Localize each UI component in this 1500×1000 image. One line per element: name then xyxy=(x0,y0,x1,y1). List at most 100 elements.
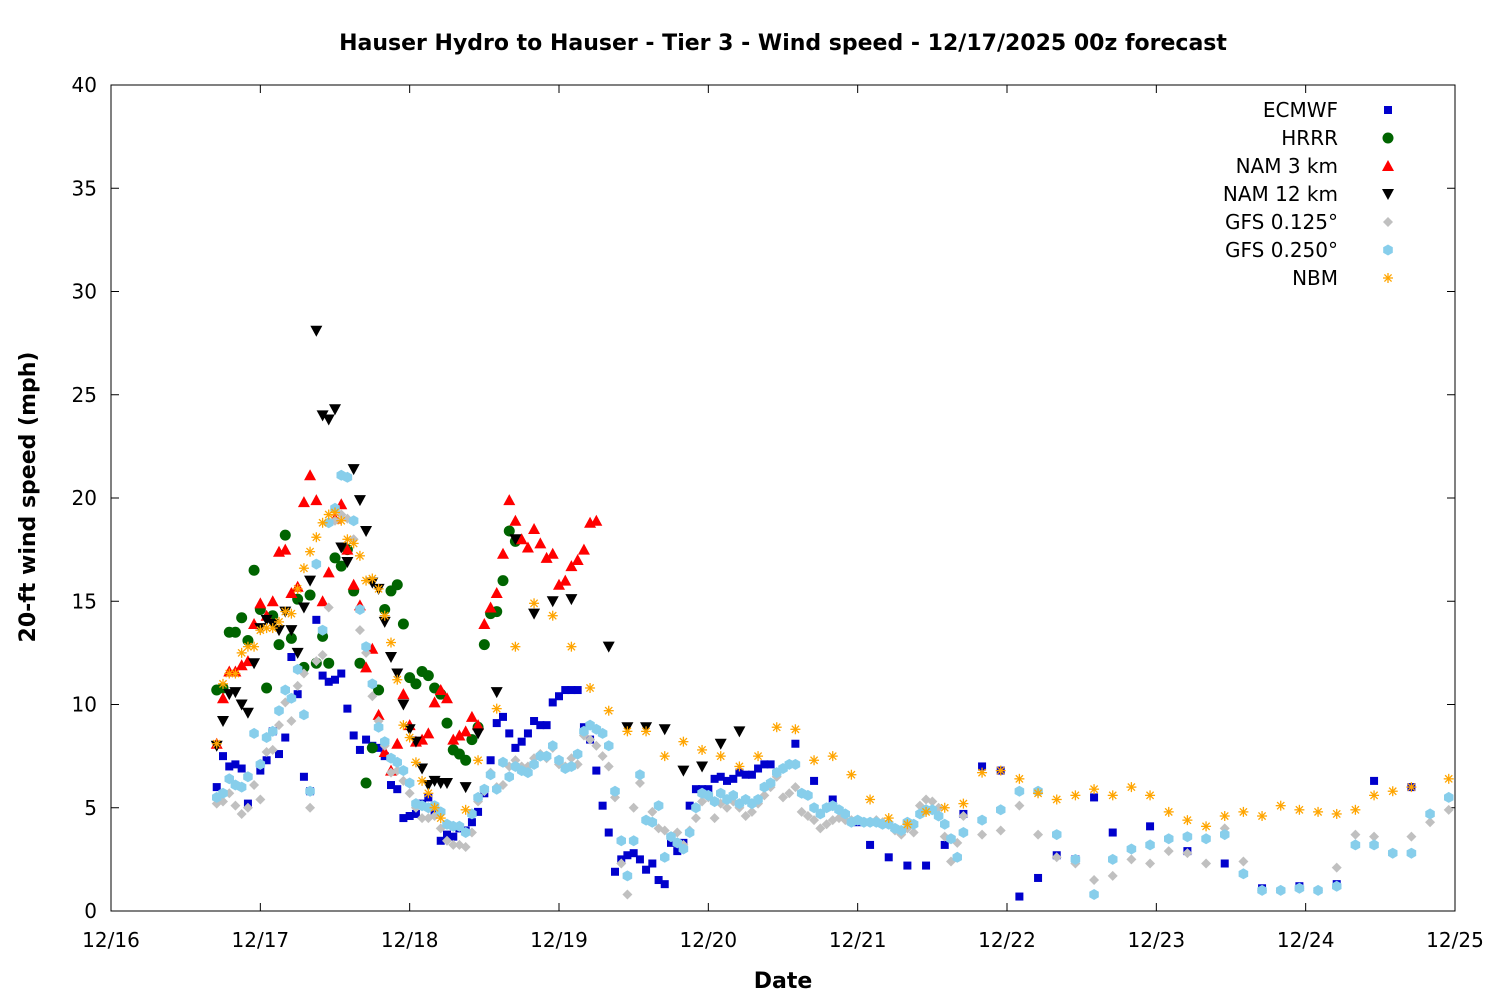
data-point xyxy=(304,575,317,587)
data-point xyxy=(561,686,570,695)
data-point xyxy=(790,724,801,735)
legend-marker xyxy=(1383,273,1393,283)
data-point xyxy=(231,760,240,769)
data-point xyxy=(791,739,800,748)
data-point xyxy=(323,602,334,613)
data-point xyxy=(398,765,409,777)
data-point xyxy=(268,725,278,737)
data-point xyxy=(741,770,750,779)
data-point xyxy=(1201,833,1211,845)
data-point xyxy=(722,802,732,813)
data-point xyxy=(299,772,308,781)
data-point xyxy=(1089,889,1099,900)
data-point xyxy=(1014,800,1025,811)
y-tick-label: 35 xyxy=(72,176,97,200)
data-point xyxy=(429,802,440,813)
data-point xyxy=(1369,831,1380,842)
data-point xyxy=(248,658,261,670)
data-point xyxy=(422,780,435,792)
data-point xyxy=(374,743,383,752)
data-point xyxy=(280,684,290,696)
data-point xyxy=(540,551,553,563)
data-point xyxy=(299,709,309,721)
data-point xyxy=(343,704,352,713)
chart-title: Hauser Hydro to Hauser - Tier 3 - Wind s… xyxy=(339,31,1227,56)
data-point xyxy=(397,618,409,630)
data-point xyxy=(317,517,328,528)
data-point xyxy=(478,639,490,651)
data-point xyxy=(236,647,247,658)
data-point xyxy=(747,770,756,779)
data-point xyxy=(927,796,938,807)
data-point xyxy=(249,641,260,652)
data-point xyxy=(553,578,565,590)
data-point xyxy=(648,859,657,868)
data-point xyxy=(378,745,391,757)
data-point xyxy=(809,815,820,826)
data-point xyxy=(316,595,329,607)
data-point xyxy=(996,804,1006,816)
data-point xyxy=(1313,884,1323,896)
data-point xyxy=(285,586,298,598)
data-point xyxy=(610,785,620,797)
data-point xyxy=(287,653,296,662)
data-point xyxy=(230,800,241,811)
data-point xyxy=(235,659,248,671)
data-point xyxy=(219,752,227,761)
data-point xyxy=(286,716,297,727)
data-point xyxy=(436,806,446,818)
data-point xyxy=(846,769,857,780)
data-point xyxy=(466,734,478,746)
data-point xyxy=(409,736,422,748)
data-point xyxy=(279,529,291,541)
data-point xyxy=(735,768,744,777)
data-point xyxy=(417,775,428,786)
data-point xyxy=(472,728,485,740)
data-point xyxy=(623,851,632,860)
x-tick-label: 12/16 xyxy=(82,928,140,952)
data-point xyxy=(1145,839,1155,851)
data-point xyxy=(236,612,248,624)
data-point xyxy=(504,771,514,783)
data-point xyxy=(940,818,950,830)
data-point xyxy=(1331,808,1342,819)
data-point xyxy=(1313,806,1324,817)
data-point xyxy=(336,515,347,526)
data-point xyxy=(1369,839,1379,851)
data-point xyxy=(529,758,539,770)
data-point xyxy=(459,725,472,737)
data-point xyxy=(474,807,483,816)
data-point xyxy=(591,740,602,751)
x-axis-label: Date xyxy=(754,969,813,994)
data-point xyxy=(728,789,738,801)
x-tick-label: 12/19 xyxy=(530,928,588,952)
data-point xyxy=(447,733,460,745)
legend-label: NAM 3 km xyxy=(1236,154,1338,178)
data-point xyxy=(341,543,354,555)
data-point xyxy=(505,729,514,738)
data-point xyxy=(243,771,253,783)
data-point xyxy=(1107,790,1118,801)
data-point xyxy=(410,678,422,690)
data-point xyxy=(908,827,919,838)
data-point xyxy=(449,832,458,841)
y-tick-label: 15 xyxy=(72,589,97,613)
data-point xyxy=(1089,875,1100,886)
data-point xyxy=(691,802,701,814)
data-point xyxy=(1388,847,1398,859)
data-point xyxy=(316,410,329,422)
data-point xyxy=(1220,829,1230,841)
data-point xyxy=(311,656,322,667)
series-nbm xyxy=(211,507,1454,832)
data-point xyxy=(391,579,403,591)
data-point xyxy=(335,542,348,554)
legend-label: NAM 12 km xyxy=(1223,182,1338,206)
data-point xyxy=(1332,880,1342,892)
data-point xyxy=(373,721,384,733)
data-point xyxy=(628,802,639,813)
data-point xyxy=(305,785,315,797)
data-point xyxy=(691,785,700,794)
data-point xyxy=(229,687,242,699)
data-point xyxy=(262,756,271,765)
